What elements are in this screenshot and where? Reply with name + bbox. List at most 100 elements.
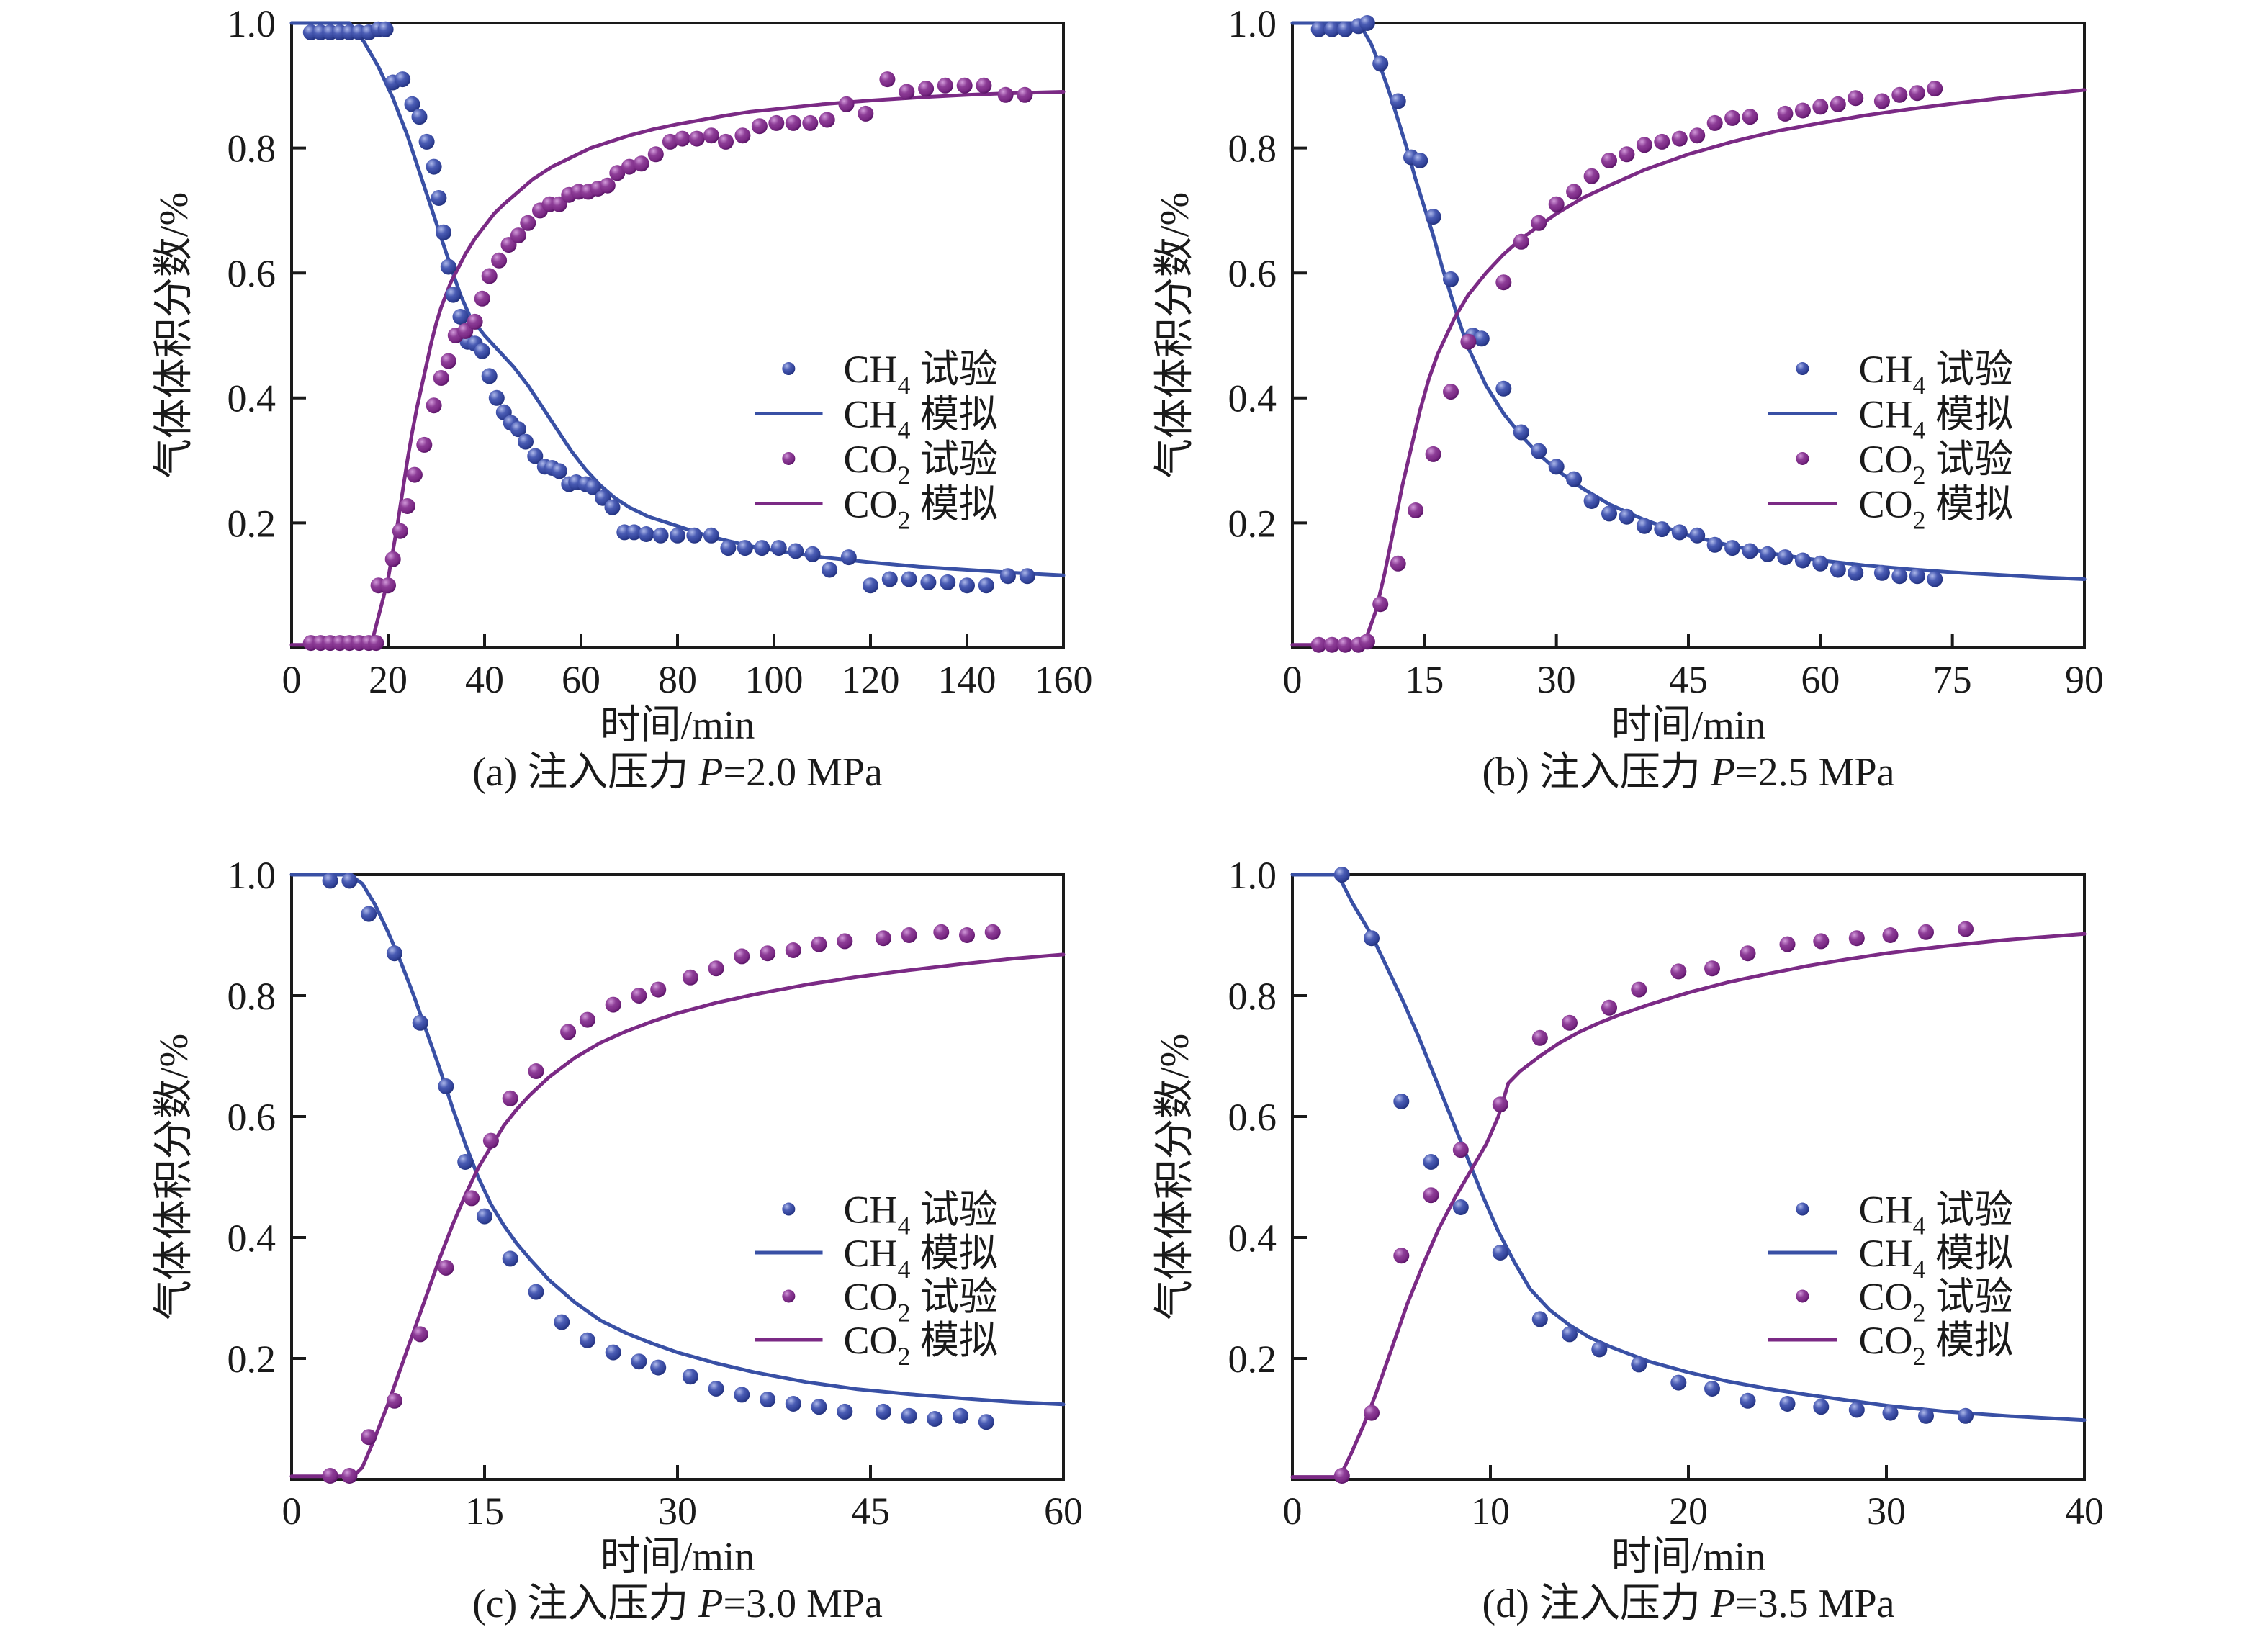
x-tick-label: 0 [1283, 658, 1302, 701]
chart-a-svg: 0 20 40 60 80 100 120 140 160 0.2 0.4 0.6 0.8 1.0 时间/m… [152, 2, 1093, 795]
ch4-exp-points [322, 873, 994, 1430]
x-tick-label: 15 [1405, 658, 1444, 701]
legend-label: CO2 模拟 [1859, 1319, 2014, 1371]
x-tick-label: 90 [2065, 658, 2104, 701]
y-tick-label: 1.0 [1228, 2, 1277, 45]
y-axis-label: 气体体积分数/% [1153, 192, 1197, 479]
y-tick-label: 1.0 [228, 2, 276, 45]
x-tick-label: 30 [1537, 658, 1576, 701]
x-tick-label: 10 [1471, 1489, 1510, 1533]
legend-label: CH4 试验 [1859, 1188, 2014, 1240]
co2-exp-points [322, 924, 1001, 1484]
x-axis: 0 15 30 45 60 [282, 1465, 1083, 1533]
y-tick-label: 0.8 [1228, 975, 1277, 1018]
legend-label: CO2 试验 [1859, 438, 2014, 490]
ch4-exp-points [1333, 867, 1974, 1424]
ch4-sim-line [1290, 873, 2087, 1423]
y-tick-label: 0.4 [1228, 1217, 1277, 1260]
x-axis-label: 时间/min [600, 1535, 755, 1579]
ch4-exp-points [302, 21, 1035, 594]
x-tick-label: 40 [465, 658, 504, 701]
y-tick-label: 0.8 [1228, 127, 1277, 171]
y-axis-label: 气体体积分数/% [1153, 1034, 1197, 1320]
legend-label: CO2 模拟 [1859, 482, 2014, 534]
chart-caption: (d) 注入压力 P=3.5 MPa [1482, 1582, 1895, 1626]
legend-label: CO2 试验 [843, 1275, 998, 1327]
legend-label: CH4 试验 [1859, 348, 2014, 400]
legend-marker-sample-ch4 [782, 1202, 796, 1216]
x-tick-label: 20 [369, 658, 408, 701]
co2-sim-line [289, 952, 1066, 1479]
legend-marker-sample-co2 [1796, 451, 1809, 465]
co2-sim-line [1290, 932, 2087, 1479]
legend-label: CH4 模拟 [1859, 1232, 2014, 1284]
co2-exp-points [1333, 921, 1974, 1484]
legend-label: CO2 试验 [1859, 1275, 2014, 1327]
x-tick-label: 0 [282, 1489, 302, 1533]
x-tick-label: 30 [658, 1489, 697, 1533]
ch4-exp-points [1310, 15, 1943, 587]
x-tick-label: 100 [745, 658, 804, 701]
x-tick-label: 80 [658, 658, 697, 701]
legend-label: CH4 模拟 [843, 392, 998, 444]
chart-caption: (a) 注入压力 P=2.0 MPa [472, 750, 883, 795]
legend-marker-sample-co2 [782, 1289, 796, 1303]
legend-label: CH4 模拟 [1859, 392, 2014, 444]
y-axis: 0.2 0.4 0.6 0.8 1.0 [1228, 2, 1307, 545]
plot-border [1291, 22, 2086, 649]
y-axis-label: 气体体积分数/% [152, 192, 197, 479]
legend-label: CO2 模拟 [843, 482, 998, 534]
x-axis-label: 时间/min [1611, 1535, 1766, 1579]
chart-panel-b: 0 15 30 45 60 75 90 0.2 0.4 0.6 0.8 1.0 时间/min 气体体积分数… [1134, 0, 2268, 816]
x-axis: 0 15 30 45 60 75 90 [1283, 634, 2104, 701]
legend-marker-sample-ch4 [782, 362, 796, 376]
x-tick-label: 45 [851, 1489, 890, 1533]
y-tick-label: 1.0 [1228, 854, 1277, 897]
legend-label: CH4 试验 [843, 348, 998, 400]
chart-c-svg: 0 15 30 45 60 0.2 0.4 0.6 0.8 1.0 时间/min 气体体积分数/% CH… [152, 854, 1083, 1626]
y-tick-label: 0.8 [228, 975, 276, 1018]
co2-exp-points [302, 71, 1033, 652]
y-axis: 0.2 0.4 0.6 0.8 1.0 [228, 2, 306, 545]
plot-border [290, 22, 1065, 649]
y-tick-label: 0.8 [228, 127, 276, 171]
co2-exp-points [1310, 81, 1943, 653]
legend-label: CO2 试验 [843, 438, 998, 490]
y-tick-label: 0.4 [228, 1217, 276, 1260]
y-tick-label: 0.2 [228, 1338, 276, 1381]
chart-panel-a: 0 20 40 60 80 100 120 140 160 0.2 0.4 0.6 0.8 1.0 时间/m… [0, 0, 1134, 816]
x-tick-label: 45 [1669, 658, 1708, 701]
x-tick-label: 140 [938, 658, 996, 701]
x-axis-label: 时间/min [600, 703, 755, 748]
x-tick-label: 20 [1669, 1489, 1708, 1533]
x-tick-label: 60 [1801, 658, 1840, 701]
x-tick-label: 0 [1283, 1489, 1302, 1533]
chart-panel-d: 0 10 20 30 40 0.2 0.4 0.6 0.8 1.0 时间/min 气体体积分数/% CH… [1134, 816, 2268, 1632]
x-tick-label: 0 [282, 658, 302, 701]
y-axis: 0.2 0.4 0.6 0.8 1.0 [1228, 854, 1307, 1381]
legend-marker-sample-ch4 [1796, 1202, 1809, 1216]
y-axis: 0.2 0.4 0.6 0.8 1.0 [228, 854, 306, 1381]
y-tick-label: 0.6 [1228, 1096, 1277, 1139]
legend-label: CO2 模拟 [843, 1319, 998, 1371]
y-tick-label: 0.2 [1228, 1338, 1277, 1381]
x-axis: 0 10 20 30 40 [1283, 1465, 2104, 1533]
x-tick-label: 60 [562, 658, 600, 701]
plot-border [1291, 873, 2086, 1481]
x-tick-label: 75 [1933, 658, 1972, 701]
chart-b-svg: 0 15 30 45 60 75 90 0.2 0.4 0.6 0.8 1.0 时间/min 气体体积分数… [1153, 2, 2104, 795]
x-tick-label: 30 [1867, 1489, 1906, 1533]
y-tick-label: 0.2 [1228, 502, 1277, 545]
legend-marker-sample-co2 [1796, 1289, 1809, 1303]
y-tick-label: 0.6 [228, 1096, 276, 1139]
x-axis-label: 时间/min [1611, 703, 1766, 748]
y-tick-label: 0.4 [228, 377, 276, 420]
y-tick-label: 0.6 [1228, 252, 1277, 295]
co2-sim-line [1290, 88, 2087, 647]
x-axis: 0 20 40 60 80 100 120 140 160 [282, 634, 1093, 701]
